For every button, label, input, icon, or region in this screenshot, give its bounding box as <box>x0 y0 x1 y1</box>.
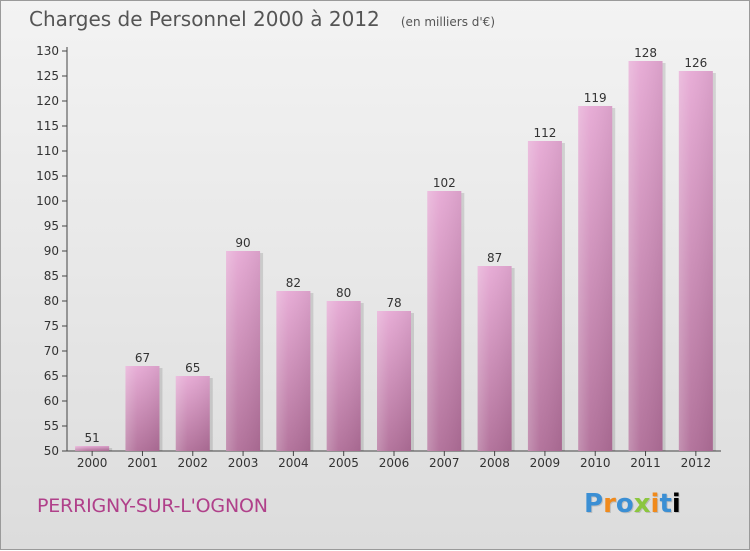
data-label: 90 <box>235 236 250 250</box>
x-tick-label: 2011 <box>630 456 661 470</box>
x-tick-label: 2003 <box>228 456 259 470</box>
y-tick-label: 105 <box>36 169 59 183</box>
y-tick-label: 110 <box>36 144 59 158</box>
bar-sheen <box>326 301 361 451</box>
x-tick-label: 2006 <box>379 456 410 470</box>
x-tick-label: 2002 <box>177 456 208 470</box>
bar-sheen <box>477 266 512 451</box>
data-label: 67 <box>135 351 150 365</box>
y-tick-label: 50 <box>44 444 59 458</box>
x-tick-label: 2008 <box>479 456 510 470</box>
x-tick-label: 2001 <box>127 456 158 470</box>
x-tick-label: 2010 <box>580 456 611 470</box>
title-row: Charges de Personnel 2000 à 2012 (en mil… <box>29 7 495 31</box>
chart-title: Charges de Personnel 2000 à 2012 <box>29 7 380 31</box>
bar-sheen <box>628 61 663 451</box>
chart-subtitle: (en milliers d'€) <box>400 15 495 29</box>
y-tick-label: 130 <box>36 44 59 58</box>
y-tick-label: 120 <box>36 94 59 108</box>
data-label: 112 <box>533 126 556 140</box>
x-tick-label: 2000 <box>77 456 108 470</box>
data-label: 80 <box>336 286 351 300</box>
data-label: 87 <box>487 251 502 265</box>
x-tick-label: 2012 <box>681 456 712 470</box>
y-tick-label: 80 <box>44 294 59 308</box>
bar-sheen <box>125 366 160 451</box>
y-tick-label: 75 <box>44 319 59 333</box>
bar-sheen <box>377 311 411 451</box>
y-tick-label: 85 <box>44 269 59 283</box>
bar-sheen <box>226 251 261 451</box>
y-tick-label: 60 <box>44 394 59 408</box>
data-label: 51 <box>85 431 100 445</box>
y-tick-label: 70 <box>44 344 59 358</box>
bar-sheen <box>276 291 311 451</box>
data-label: 65 <box>185 361 200 375</box>
y-tick-label: 115 <box>36 119 59 133</box>
data-label: 126 <box>684 56 707 70</box>
data-label: 128 <box>634 46 657 60</box>
x-tick-label: 2005 <box>328 456 359 470</box>
y-tick-label: 65 <box>44 369 59 383</box>
x-tick-label: 2009 <box>530 456 561 470</box>
place-name: PERRIGNY-SUR-L'OGNON <box>37 495 268 517</box>
y-tick-label: 125 <box>36 69 59 83</box>
proxiti-logo[interactable]: Proxiti <box>584 489 681 519</box>
bar-sheen <box>527 141 562 451</box>
x-tick-label: 2007 <box>429 456 460 470</box>
data-label: 78 <box>386 296 401 310</box>
bar-sheen <box>678 71 713 451</box>
data-label: 82 <box>286 276 301 290</box>
bar-sheen <box>175 376 210 451</box>
y-tick-label: 55 <box>44 419 59 433</box>
y-tick-label: 100 <box>36 194 59 208</box>
y-tick-label: 90 <box>44 244 59 258</box>
y-tick-label: 95 <box>44 219 59 233</box>
bar-sheen <box>427 191 462 451</box>
bar-sheen <box>578 106 613 451</box>
bar-sheen <box>75 446 110 451</box>
data-label: 119 <box>584 91 607 105</box>
x-tick-label: 2004 <box>278 456 309 470</box>
data-label: 102 <box>433 176 456 190</box>
